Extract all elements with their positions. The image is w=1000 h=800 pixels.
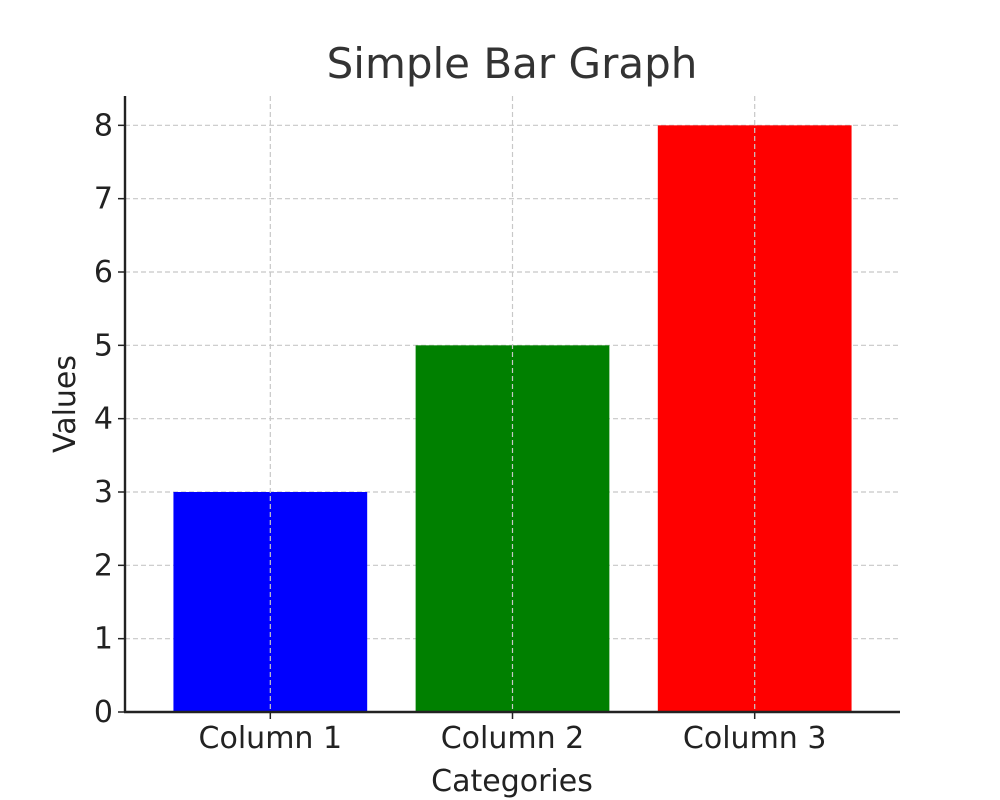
x-tick-label: Column 2 — [441, 721, 585, 756]
y-tick-label: 4 — [94, 402, 113, 437]
x-tick-label: Column 3 — [683, 721, 827, 756]
chart-title: Simple Bar Graph — [327, 39, 698, 88]
x-tick-label: Column 1 — [199, 721, 343, 756]
y-tick-label: 6 — [94, 255, 113, 290]
y-axis-label: Values — [48, 355, 83, 453]
y-tick-label: 0 — [94, 695, 113, 730]
y-tick-label: 7 — [94, 182, 113, 217]
y-tick-label: 1 — [94, 622, 113, 657]
axes — [118, 96, 900, 719]
y-tick-label: 2 — [94, 548, 113, 583]
y-tick-labels: 0 1 2 3 4 5 6 7 8 — [94, 108, 113, 730]
y-tick-label: 3 — [94, 475, 113, 510]
y-tick-label: 5 — [94, 328, 113, 363]
x-tick-labels: Column 1 Column 2 Column 3 — [199, 721, 827, 756]
y-tick-label: 8 — [94, 108, 113, 143]
x-axis-label: Categories — [431, 764, 593, 799]
bars — [173, 96, 852, 713]
